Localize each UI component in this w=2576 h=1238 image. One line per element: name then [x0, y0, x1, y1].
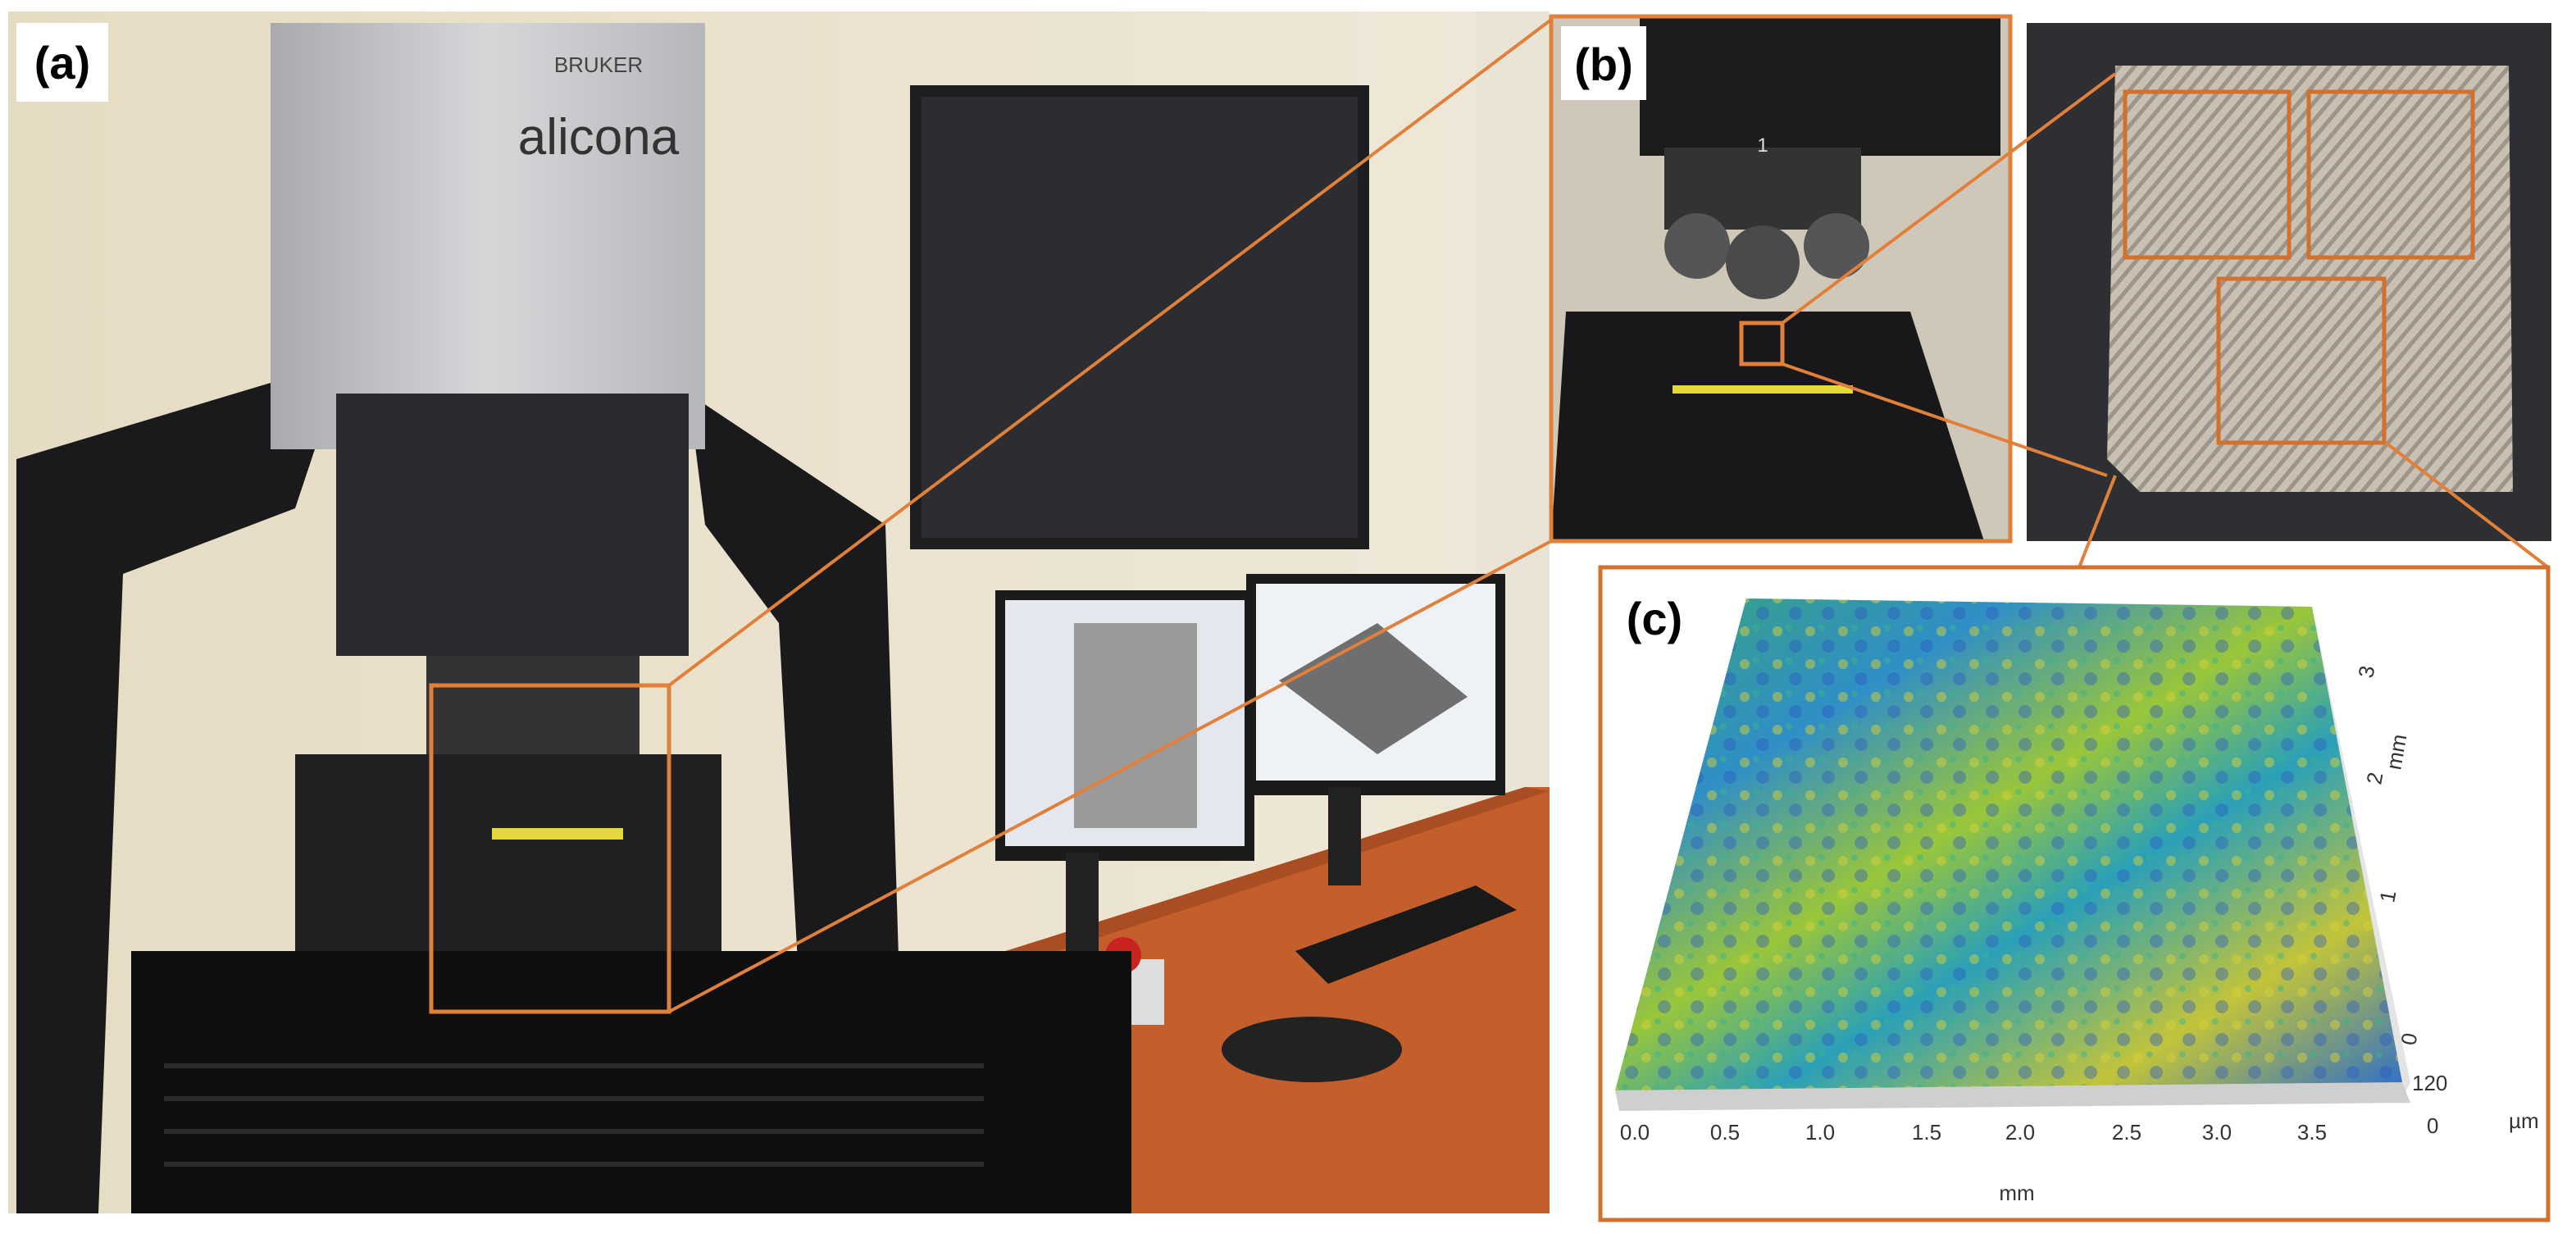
keyboard: [1295, 885, 1517, 984]
z-tick: 120: [2412, 1071, 2447, 1095]
label-bg: [1561, 26, 1646, 100]
x-tick: 3.5: [2297, 1120, 2327, 1145]
stage-label: [1673, 385, 1853, 394]
mouse-3d: [1222, 1017, 1402, 1082]
z-tick: 0: [2427, 1113, 2438, 1138]
frame-right: [689, 394, 902, 1066]
objective: [1804, 213, 1869, 279]
roi: [2306, 89, 2475, 260]
y-tick: 0: [2396, 1031, 2422, 1047]
z-label: µm: [2509, 1108, 2539, 1133]
y-tick: 3: [2353, 664, 2379, 680]
micro-image: [1074, 623, 1197, 828]
stage-b: [1551, 312, 1984, 541]
render-3d: [1279, 623, 1468, 754]
surface-texture: [1615, 599, 2402, 1090]
head-b: [1640, 16, 2000, 156]
desk-edge: [902, 787, 1550, 996]
wall-front: [1615, 1082, 2410, 1111]
zoom-lines: [667, 18, 2550, 1013]
microscope-body: [336, 394, 689, 656]
frame-left: [16, 361, 344, 1213]
panel-label: (b): [1574, 39, 1633, 90]
logo: alicona: [518, 109, 680, 166]
objective: [1726, 225, 1800, 299]
stand: [1328, 787, 1361, 885]
stage-label: [492, 828, 623, 840]
objective: [1664, 213, 1730, 279]
x-tick: 0.0: [1620, 1120, 1650, 1145]
x-tick: 3.0: [2202, 1120, 2232, 1145]
microscope-head: [271, 23, 705, 449]
y-label: mm: [2381, 732, 2411, 771]
zoom-box: [1739, 321, 1785, 366]
roi: [2216, 276, 2387, 445]
base-ribs: [164, 1063, 984, 1167]
x-tick: 1.0: [1805, 1120, 1835, 1145]
zoom-box: [429, 683, 671, 1014]
panel-a: BRUKER alicona (a): [8, 11, 1550, 1213]
y-tick: 2: [2361, 771, 2387, 786]
roi: [2123, 89, 2292, 260]
x-tick: 1.5: [1912, 1120, 1941, 1145]
turret: [426, 656, 639, 771]
panel-label: (a): [34, 37, 90, 89]
label-bg: [16, 23, 108, 102]
x-tick: 2.5: [2112, 1120, 2141, 1145]
y-tick: 1: [2374, 889, 2401, 904]
panel-label: (c): [1627, 593, 1682, 644]
label-bg: [1612, 579, 1697, 653]
base: [131, 951, 1131, 1213]
panel-c: 0.0 0.5 1.0 1.5 2.0 2.5 3.0 3.5 mm 0 1 2…: [1598, 565, 2551, 1222]
tv-screen: [922, 97, 1358, 538]
stage: [295, 754, 721, 951]
sample-photo: [2027, 23, 2551, 541]
panel-b: 1 (b): [1549, 14, 2013, 544]
stand: [1066, 853, 1099, 951]
x-label: mm: [1999, 1181, 2034, 1205]
turret-number: 1: [1757, 134, 1768, 157]
x-tick: 0.5: [1710, 1120, 1740, 1145]
frame-b: [1549, 14, 2013, 544]
brand: BRUKER: [554, 52, 643, 77]
x-ticks: 0.0 0.5 1.0 1.5 2.0 2.5 3.0 3.5: [1620, 1120, 2327, 1145]
x-tick: 2.0: [2005, 1120, 2035, 1145]
